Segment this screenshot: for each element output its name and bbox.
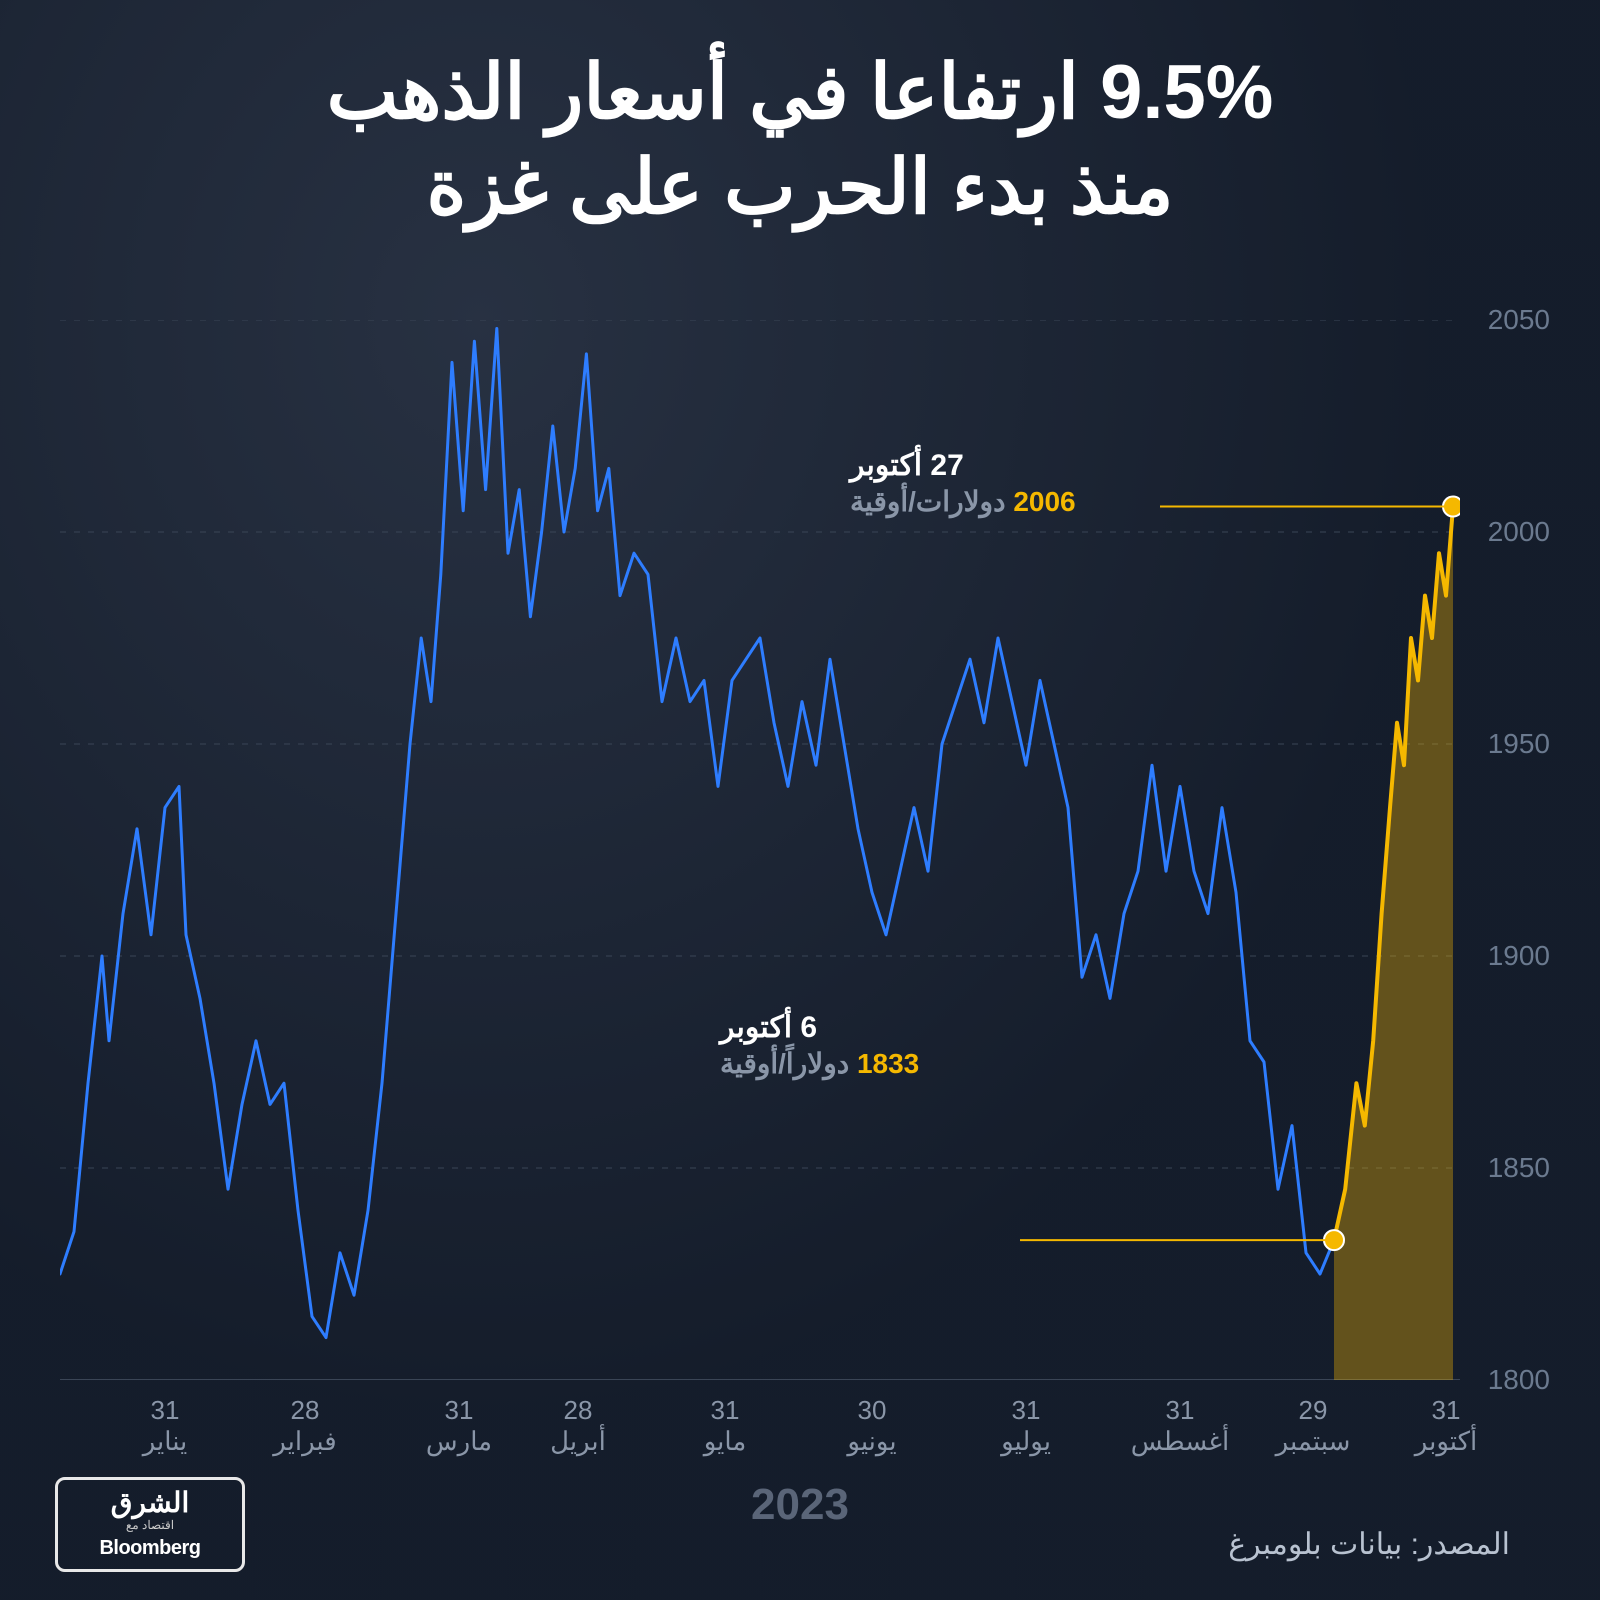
x-tick: 31أكتوبر bbox=[1415, 1395, 1477, 1457]
x-tick: 28فبراير bbox=[273, 1395, 336, 1457]
x-tick: 31يوليو bbox=[1001, 1395, 1051, 1457]
logo-sub: اقتصاد مع bbox=[126, 1519, 174, 1531]
annotation-end-date: 27 أكتوبر bbox=[850, 448, 1076, 483]
x-tick: 31مايو bbox=[704, 1395, 747, 1457]
chart-title: 9.5% ارتفاعا في أسعار الذهب منذ بدء الحر… bbox=[90, 45, 1510, 235]
logo-top: الشرق bbox=[111, 1489, 189, 1517]
annotation-end: 27 أكتوبر 2006 دولارات/أوقية bbox=[850, 448, 1076, 518]
x-axis: 31يناير 28فبراير 31مارس 28أبريل 31مايو 30يوني… bbox=[60, 1395, 1460, 1465]
y-tick-1850: 1850 bbox=[1488, 1152, 1550, 1184]
annotation-start-date: 6 أكتوبر bbox=[720, 1010, 919, 1045]
y-tick-1950: 1950 bbox=[1488, 728, 1550, 760]
annotation-start-value: 1833 bbox=[857, 1048, 919, 1079]
y-tick-1900: 1900 bbox=[1488, 940, 1550, 972]
gold-price-chart bbox=[60, 320, 1460, 1380]
y-tick-2050: 2050 bbox=[1488, 304, 1550, 336]
y-tick-2000: 2000 bbox=[1488, 516, 1550, 548]
annotation-end-value: 2006 bbox=[1013, 486, 1075, 517]
title-line-1: 9.5% ارتفاعا في أسعار الذهب bbox=[327, 50, 1274, 135]
annotation-start-value-line: 1833 دولاراً/أوقية bbox=[720, 1047, 919, 1080]
year-label: 2023 bbox=[751, 1480, 849, 1530]
x-tick: 31مارس bbox=[426, 1395, 492, 1457]
annotation-start-unit: دولاراً/أوقية bbox=[720, 1048, 849, 1079]
annotation-end-unit: دولارات/أوقية bbox=[850, 486, 1006, 517]
x-tick: 30يونيو bbox=[847, 1395, 896, 1457]
x-tick: 31يناير bbox=[143, 1395, 188, 1457]
source-text: المصدر: بيانات بلومبرغ bbox=[1228, 1527, 1510, 1562]
brand-logo: الشرق اقتصاد مع Bloomberg bbox=[55, 1477, 245, 1572]
annotation-start: 6 أكتوبر 1833 دولاراً/أوقية bbox=[720, 1010, 919, 1080]
chart-svg bbox=[60, 320, 1460, 1380]
x-tick: 31أغسطس bbox=[1131, 1395, 1230, 1457]
annotation-end-value-line: 2006 دولارات/أوقية bbox=[850, 485, 1076, 518]
x-tick: 29سبتمبر bbox=[1276, 1395, 1351, 1457]
title-line-2: منذ بدء الحرب على غزة bbox=[427, 145, 1174, 230]
x-tick: 28أبريل bbox=[550, 1395, 606, 1457]
y-tick-1800: 1800 bbox=[1488, 1364, 1550, 1396]
logo-bloomberg: Bloomberg bbox=[99, 1537, 200, 1560]
